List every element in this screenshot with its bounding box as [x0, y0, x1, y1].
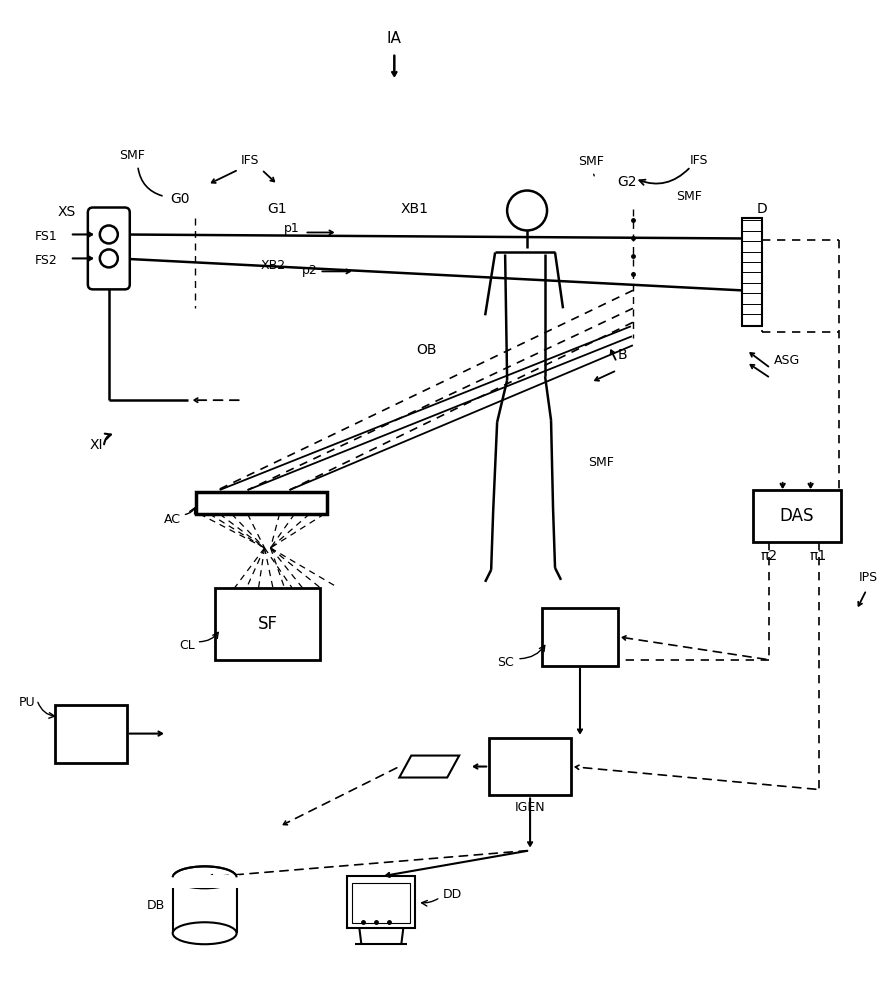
Text: IPS: IPS [859, 571, 877, 584]
Text: D: D [756, 202, 767, 216]
Text: IA: IA [387, 31, 402, 46]
Text: SMF: SMF [588, 456, 614, 469]
Text: FS2: FS2 [35, 254, 58, 267]
Text: p1: p1 [283, 222, 299, 235]
Bar [171, 875, 238, 888]
Text: AC: AC [164, 513, 180, 526]
Text: G0: G0 [170, 192, 189, 206]
Text: IFS: IFS [240, 154, 259, 167]
Text: G1: G1 [268, 202, 288, 216]
Text: B: B [618, 348, 627, 362]
Text: SMF: SMF [119, 149, 144, 162]
Text: PU: PU [18, 696, 35, 709]
Text: ASG: ASG [774, 354, 800, 367]
Text: XI: XI [89, 438, 103, 452]
Text: SMF: SMF [578, 155, 604, 168]
Bar [352, 883, 410, 923]
Text: DD: DD [444, 888, 463, 901]
Bar [752, 490, 840, 542]
Text: p2: p2 [302, 264, 318, 277]
Text: XB2: XB2 [260, 259, 285, 272]
Text: DAS: DAS [780, 507, 814, 525]
Text: XB1: XB1 [400, 202, 429, 216]
Bar [55, 705, 127, 763]
Text: π2: π2 [760, 549, 777, 563]
Polygon shape [400, 756, 459, 778]
Text: XS: XS [57, 205, 76, 219]
Bar [195, 492, 327, 514]
Text: IFS: IFS [690, 154, 708, 167]
Bar [742, 218, 762, 326]
Ellipse shape [172, 922, 237, 944]
Text: SF: SF [258, 615, 277, 633]
Text: IGEN: IGEN [515, 801, 546, 814]
FancyBboxPatch shape [88, 208, 129, 289]
Ellipse shape [172, 866, 237, 888]
Text: SC: SC [497, 656, 514, 669]
Bar [348, 876, 415, 928]
Bar [215, 588, 320, 660]
Text: FS1: FS1 [35, 230, 58, 243]
Text: CL: CL [179, 639, 194, 652]
Bar [489, 738, 571, 795]
Text: DB: DB [146, 899, 165, 912]
Text: π1: π1 [810, 549, 827, 563]
Text: G2: G2 [617, 175, 636, 189]
Text: SMF: SMF [676, 190, 701, 203]
Bar [542, 608, 618, 666]
Text: OB: OB [416, 343, 436, 357]
